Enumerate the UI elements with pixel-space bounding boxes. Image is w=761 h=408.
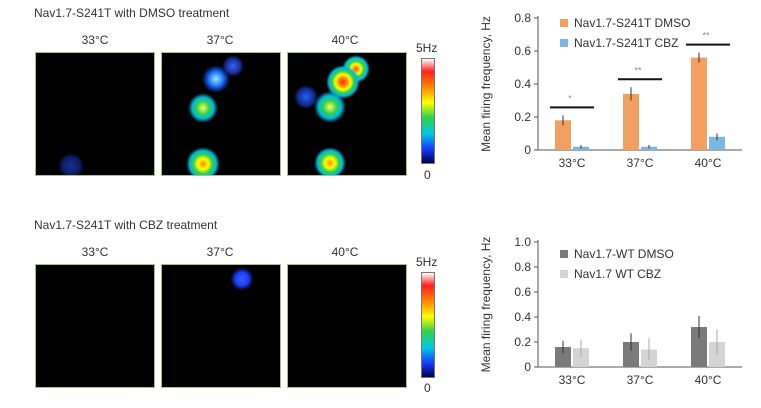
y-tick-label: 0.4 — [514, 310, 531, 324]
fluorescent-spot — [202, 65, 230, 93]
y-tick-label: 0.2 — [514, 335, 531, 349]
legend-swatch — [560, 250, 568, 258]
bottom-temp-label-37: 37°C — [206, 245, 234, 259]
y-tick-label: 0 — [524, 360, 531, 374]
bar — [709, 136, 725, 150]
bar — [555, 347, 571, 367]
legend-swatch — [560, 270, 568, 278]
bottom-scale-max-label: 5Hz — [416, 255, 438, 269]
bottom-temp-label-33: 33°C — [81, 245, 109, 259]
x-tick-label: 33°C — [559, 373, 586, 387]
bottom-temp-label-40: 40°C — [331, 245, 359, 259]
y-axis-label: Mean firing frequency, Hz — [479, 237, 493, 373]
top-scale-min-label: 0 — [424, 168, 431, 182]
significance-marker: * — [568, 93, 572, 103]
fluorescent-spot — [186, 147, 220, 175]
legend-label: Nav1.7-WT DMSO — [574, 247, 674, 261]
bottom-panel-title: Nav1.7-S241T with CBZ treatment — [34, 218, 218, 232]
heatmap-dmso-37 — [161, 52, 281, 176]
y-tick-label: 0.6 — [514, 285, 531, 299]
bar — [691, 57, 707, 150]
top-temp-label-37: 37°C — [206, 33, 234, 47]
fluorescent-spot — [314, 147, 346, 175]
bar — [691, 327, 707, 367]
chart-bottom-wt: Mean firing frequency, Hz 0 0.2 0.4 0.6 0.8 1.… — [479, 235, 742, 387]
top-scale-max-label: 5Hz — [416, 41, 438, 55]
legend-label: Nav1.7-S241T DMSO — [574, 16, 691, 30]
bar — [623, 93, 639, 150]
legend-label: Nav1.7-S241T CBZ — [574, 36, 679, 50]
top-temp-label-33: 33°C — [81, 33, 109, 47]
heatmap-cbz-37 — [161, 264, 281, 388]
fluorescent-spot — [188, 93, 218, 123]
top-temp-label-40: 40°C — [331, 33, 359, 47]
y-tick-label: 0.4 — [514, 77, 531, 91]
y-tick-label: 0.8 — [514, 260, 531, 274]
significance-marker: ** — [634, 65, 642, 75]
bar — [573, 348, 589, 367]
y-tick-label: 0 — [524, 143, 531, 157]
x-tick-label: 33°C — [559, 156, 586, 170]
x-tick-label: 40°C — [695, 373, 722, 387]
legend-swatch — [560, 19, 568, 27]
legend-swatch — [560, 39, 568, 47]
heatmap-cbz-33 — [35, 264, 155, 388]
bar — [623, 342, 639, 367]
y-tick-label: 0.6 — [514, 44, 531, 58]
y-tick-label: 0.8 — [514, 11, 531, 25]
bar — [555, 120, 571, 150]
top-panel-title: Nav1.7-S241T with DMSO treatment — [34, 6, 230, 20]
heatmap-dmso-40 — [287, 52, 407, 176]
top-color-scale-bar — [421, 58, 435, 164]
significance-marker: ** — [702, 31, 710, 41]
x-tick-label: 40°C — [695, 156, 722, 170]
legend-label: Nav1.7 WT CBZ — [574, 267, 661, 281]
y-tick-label: 1.0 — [514, 235, 531, 249]
chart-top-dmso-cbz: Mean firing frequency, Hz 0 0.2 0.4 0.6 0.8 33… — [479, 11, 742, 170]
y-axis-label: Mean firing frequency, Hz — [479, 16, 493, 152]
heatmap-dmso-33 — [35, 52, 155, 176]
x-tick-label: 37°C — [627, 156, 654, 170]
fluorescent-spot — [230, 267, 254, 291]
y-tick-label: 0.2 — [514, 110, 531, 124]
bottom-scale-min-label: 0 — [424, 381, 431, 395]
heatmap-cbz-40 — [287, 264, 407, 388]
fluorescent-spot — [314, 91, 346, 123]
fluorescent-spot — [58, 153, 84, 175]
x-tick-label: 37°C — [627, 373, 654, 387]
bottom-color-scale-bar — [421, 272, 435, 378]
